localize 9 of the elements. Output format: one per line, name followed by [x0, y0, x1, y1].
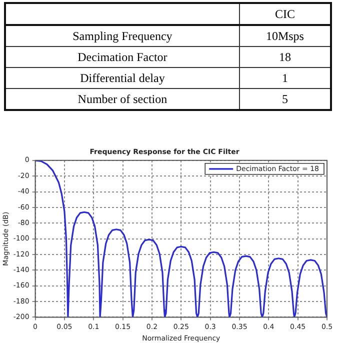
text: 5: [282, 92, 288, 106]
category-label: Sampling Frequency: [5, 25, 240, 46]
text: 1: [282, 70, 288, 84]
text: CIC: [239, 3, 331, 25]
text: 10Msps: [266, 28, 304, 42]
category-label: Decimation Factor: [5, 46, 240, 68]
category-label: Differential delay: [5, 68, 240, 88]
category-label: Number of section: [5, 88, 240, 110]
text: 18: [278, 50, 291, 64]
